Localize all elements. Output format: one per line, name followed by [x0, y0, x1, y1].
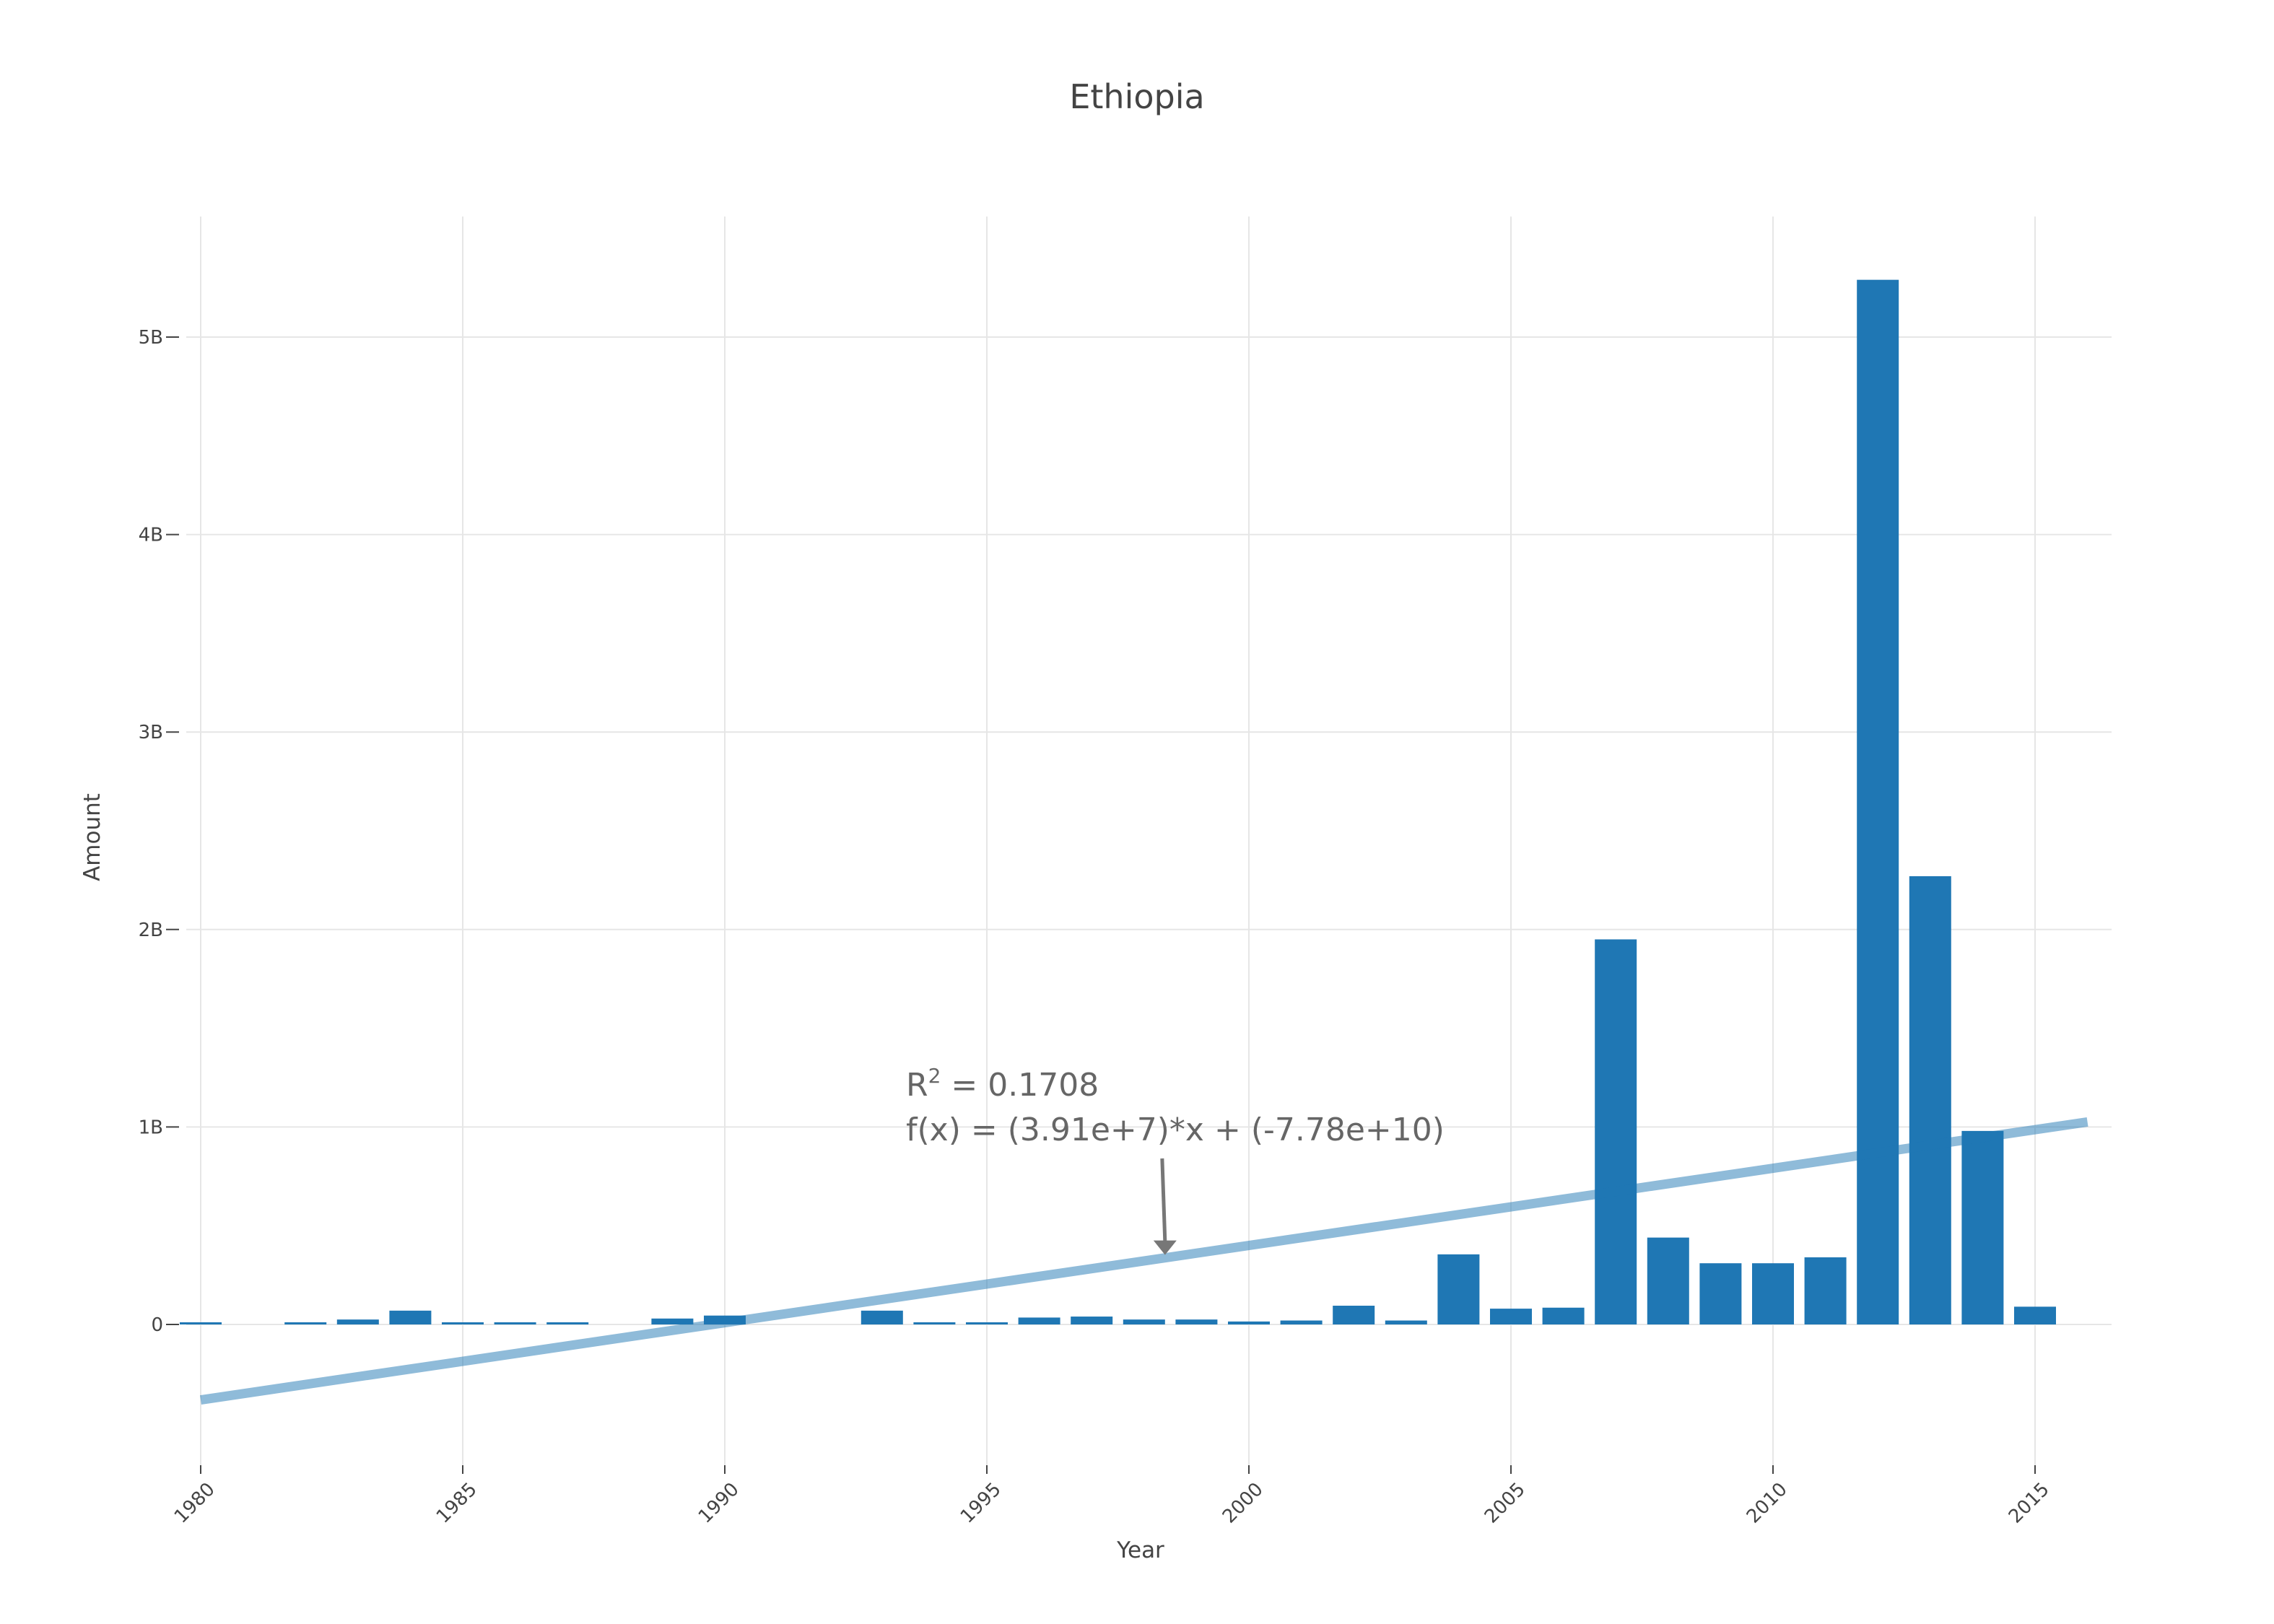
bar-2010 — [1752, 1263, 1794, 1324]
bar-2001 — [1280, 1320, 1323, 1324]
y-tick-label: 5B — [139, 327, 163, 349]
x-tick-label: 1995 — [957, 1479, 1006, 1528]
x-tick-label: 2005 — [1481, 1479, 1530, 1528]
trendline — [200, 1117, 2088, 1405]
bar-2006 — [1542, 1307, 1585, 1324]
annotation: R2 = 0.1708 f(x) = (3.91e+7)*x + (-7.78e… — [906, 1064, 1445, 1255]
bar-2009 — [1699, 1263, 1742, 1324]
x-tick-label: 1985 — [432, 1479, 482, 1528]
chart-title: Ethiopia — [1069, 77, 1204, 116]
y-tick-label: 0 — [151, 1314, 163, 1336]
x-tick-label: 2010 — [1743, 1479, 1792, 1528]
bar-1984 — [389, 1310, 432, 1324]
x-tick-label: 1990 — [694, 1479, 744, 1528]
y-tick-label: 3B — [139, 722, 163, 743]
bar-1983 — [336, 1319, 379, 1324]
bar-2013 — [1909, 876, 1951, 1324]
bar-2000 — [1228, 1321, 1270, 1324]
bar-1985 — [442, 1322, 484, 1324]
x-tick-label: 2015 — [2005, 1479, 2054, 1528]
bar-1987 — [546, 1322, 589, 1324]
x-tick-label: 1980 — [170, 1479, 219, 1528]
bar-2004 — [1437, 1254, 1480, 1324]
bar-2005 — [1490, 1309, 1532, 1324]
x-tick-label: 2000 — [1219, 1479, 1268, 1528]
bar-1995 — [966, 1322, 1008, 1324]
bar-1996 — [1018, 1317, 1060, 1324]
y-tick-label: 2B — [139, 920, 163, 941]
bar-2008 — [1647, 1237, 1689, 1324]
bar-2002 — [1333, 1306, 1375, 1324]
r-squared-label: R2 = 0.1708 — [906, 1064, 1099, 1104]
x-axis-title: Year — [1116, 1537, 1164, 1563]
y-tick-label: 1B — [139, 1117, 163, 1138]
axes: 1980 1985 1990 1995 2000 2005 2010 2015 0 1B 2B 3B 4… — [139, 327, 2054, 1528]
y-tick-label: 4B — [139, 525, 163, 546]
bar-2003 — [1385, 1320, 1427, 1324]
bar-2012 — [1857, 279, 1899, 1324]
gridlines — [186, 217, 2112, 1465]
bar-1993 — [861, 1310, 903, 1324]
trend-formula: f(x) = (3.91e+7)*x + (-7.78e+10) — [906, 1112, 1445, 1148]
bar-1999 — [1175, 1319, 1218, 1324]
bar-1997 — [1071, 1317, 1113, 1324]
annotation-arrow — [1160, 1158, 1167, 1242]
bar-1998 — [1123, 1319, 1165, 1324]
bar-2014 — [1961, 1130, 2004, 1324]
bar-2011 — [1804, 1257, 1847, 1324]
bar-1980 — [180, 1322, 222, 1324]
bar-1994 — [913, 1322, 956, 1324]
trendline-layer — [200, 1117, 2088, 1405]
bar-1982 — [284, 1322, 327, 1324]
y-axis-title: Amount — [79, 793, 105, 881]
bar-1989 — [651, 1318, 694, 1324]
annotation-arrowhead — [1153, 1240, 1177, 1255]
bar-1986 — [494, 1322, 536, 1324]
bar-2015 — [2014, 1306, 2056, 1324]
bar-2007 — [1595, 939, 1637, 1324]
